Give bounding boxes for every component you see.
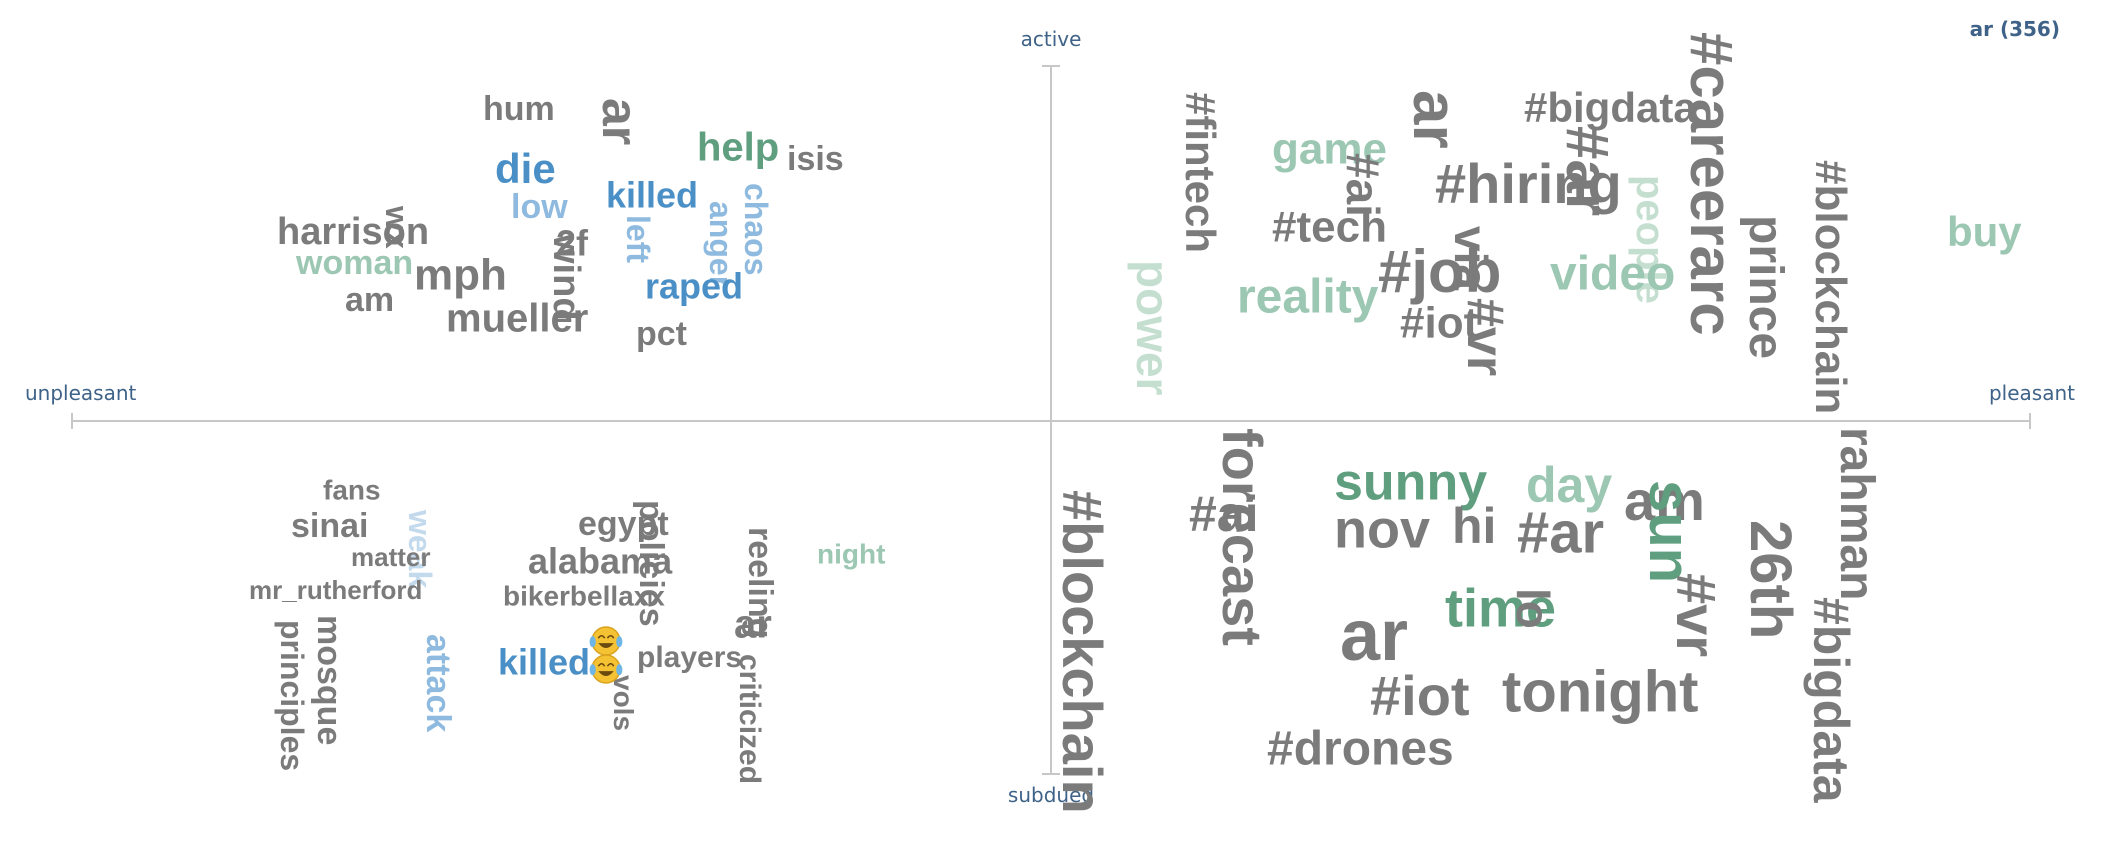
axis-label-subdued: subdued [1008,783,1094,807]
word-left[interactable]: left [620,215,656,263]
word-fintech[interactable]: #fintech [1177,92,1224,253]
word-time[interactable]: time [1445,578,1556,638]
word-forecast[interactable]: forecast [1211,428,1274,646]
word-power[interactable]: power [1127,260,1179,396]
word-ar[interactable]: ar [1400,90,1469,149]
crying-laughing-emoji-icon [589,654,623,684]
word-harrison[interactable]: harrison [277,211,429,253]
word-vr[interactable]: #vr [1665,573,1728,657]
word-ai[interactable]: #ai [1189,486,1259,542]
word-day[interactable]: day [1526,457,1612,513]
word-sinai[interactable]: sinai [291,507,368,545]
word-players[interactable]: players [637,641,742,674]
word-attack[interactable]: attack [419,634,457,732]
word-ar[interactable]: ar [734,603,772,647]
word-am[interactable]: am [345,281,394,319]
word-game[interactable]: game [1272,125,1387,174]
word-tonight[interactable]: tonight [1502,659,1698,724]
word-weak[interactable]: weak [402,509,438,588]
word-chaos[interactable]: chaos [738,183,774,275]
word-ai[interactable]: #ai [1337,153,1389,217]
word-lo[interactable]: lo [1507,588,1559,629]
word-criticized[interactable]: criticized [733,654,766,784]
word-hi[interactable]: hi [1452,498,1496,554]
word-alabama[interactable]: alabama [528,541,673,582]
word-wind[interactable]: wind [545,233,587,321]
word-iot[interactable]: #iot [1370,664,1470,727]
crying-laughing-emoji-icon [589,626,623,656]
word-killed[interactable]: killed [606,175,698,216]
word-low[interactable]: low [511,188,568,226]
word-hum[interactable]: hum [483,90,555,128]
word-careerarc[interactable]: #careerarc [1678,32,1745,336]
word-sunny[interactable]: sunny [1334,454,1487,512]
word-ar[interactable]: ar [1340,596,1408,676]
term-count-label: ar (356) [1970,17,2060,41]
word-mueller[interactable]: mueller [446,297,588,341]
word-fans[interactable]: fans [323,474,381,505]
word-bikerbellaxx[interactable]: bikerbellaxx [503,580,665,611]
word-mph[interactable]: mph [414,251,507,300]
word-anger[interactable]: anger [703,201,739,288]
word-nov[interactable]: nov [1334,499,1430,559]
word-mosque[interactable]: mosque [310,615,348,745]
word-hiring[interactable]: #hiring [1435,152,1622,215]
word-iot[interactable]: #iot [1400,299,1479,348]
word-people[interactable]: people [1628,175,1672,304]
word-26th[interactable]: 26th [1738,520,1803,639]
word-policies[interactable]: policies [632,500,670,627]
word-night[interactable]: night [817,538,885,569]
word-sun[interactable]: sun [1637,480,1702,583]
word-buy[interactable]: buy [1947,208,2022,255]
word-prince[interactable]: prince [1739,215,1792,359]
word-drones[interactable]: #drones [1267,723,1454,776]
word-isis[interactable]: isis [787,140,844,178]
word-help[interactable]: help [697,126,779,170]
word-vols[interactable]: vols [608,675,639,731]
word-job[interactable]: #job [1378,238,1501,305]
axis-label-unpleasant: unpleasant [25,381,137,405]
word-video[interactable]: video [1550,248,1675,301]
word-pct[interactable]: pct [636,315,687,353]
word-mr-rutherford[interactable]: mr_rutherford [249,575,422,605]
word-killed[interactable]: killed [498,642,590,683]
word-reality[interactable]: reality [1237,271,1379,324]
word-via[interactable]: via [1445,226,1497,290]
word-ar[interactable]: ar [592,98,648,145]
axis-label-pleasant: pleasant [1989,381,2075,405]
word-ar[interactable]: #ar [1517,500,1604,565]
affect-axes [71,65,2031,775]
word-reeling[interactable]: reeling [741,527,779,638]
axis-label-active: active [1021,27,1082,51]
word-blockchain[interactable]: #blockchain [1051,490,1114,814]
word-vr[interactable]: #vr [1456,298,1514,376]
word-principles[interactable]: principles [274,620,310,771]
word-matter[interactable]: matter [351,542,430,572]
word-am[interactable]: am [1624,469,1705,532]
word-egypt[interactable]: egypt [578,505,669,543]
word-rahman[interactable]: rahman [1830,427,1883,600]
word-blockchain[interactable]: #blockchain [1806,160,1855,414]
word-bigdata[interactable]: #bigdata [1524,84,1697,131]
word-bigdata[interactable]: #bigdata [1803,597,1859,804]
word-2f[interactable]: 2f [556,223,589,264]
word-raped[interactable]: raped [645,266,743,307]
word-die[interactable]: die [495,145,556,192]
word-ar[interactable]: #ar [1554,126,1621,216]
word-wx[interactable]: wx [379,205,415,249]
word-tech[interactable]: #tech [1272,203,1387,252]
word-woman[interactable]: woman [295,244,413,282]
